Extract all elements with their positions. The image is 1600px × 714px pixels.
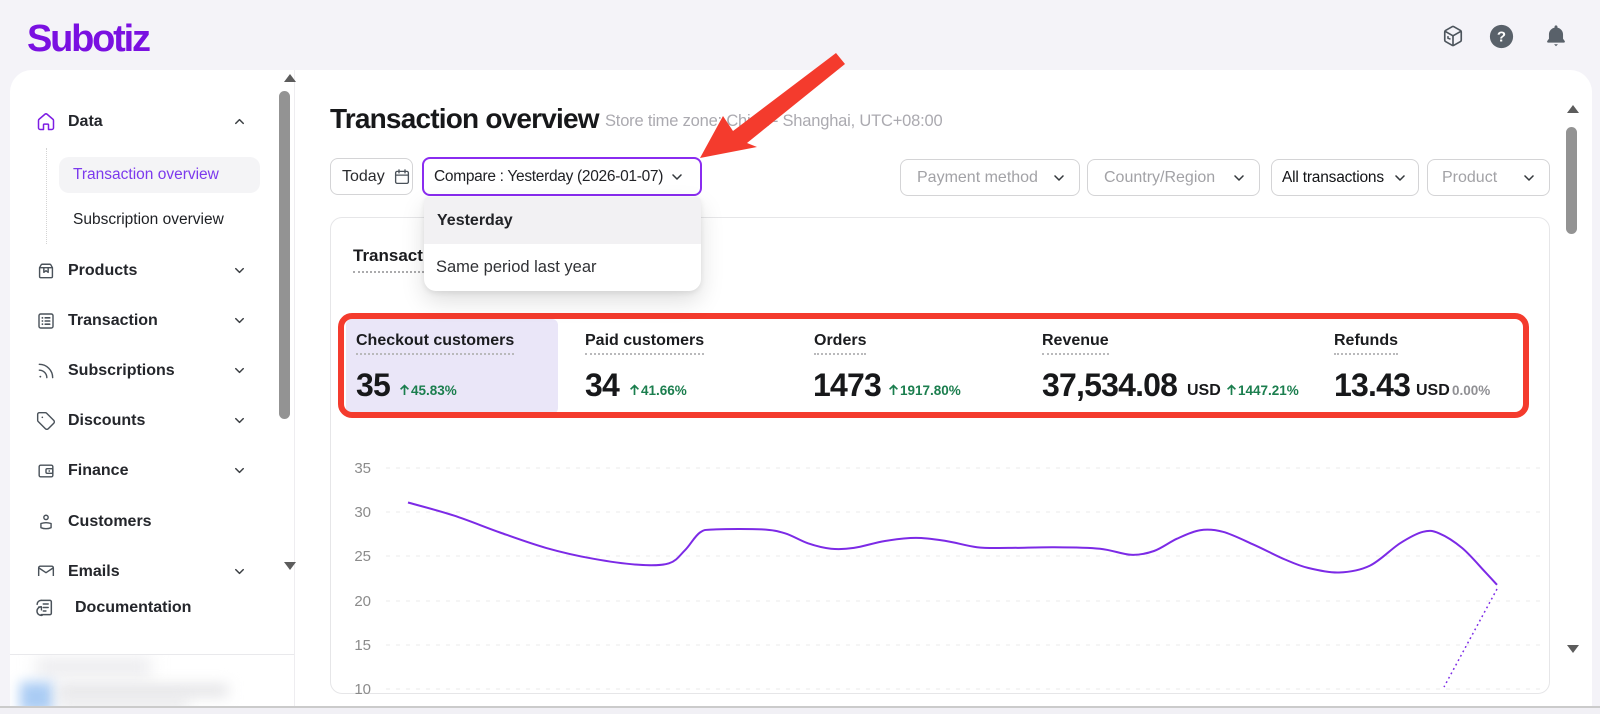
svg-text:35: 35 [354,460,371,477]
svg-text:30: 30 [354,504,371,521]
svg-text:?: ? [1497,29,1506,46]
svg-text:20: 20 [354,593,371,610]
svg-text:15: 15 [354,637,371,654]
svg-text:25: 25 [354,548,371,565]
svg-text:10: 10 [354,681,371,694]
